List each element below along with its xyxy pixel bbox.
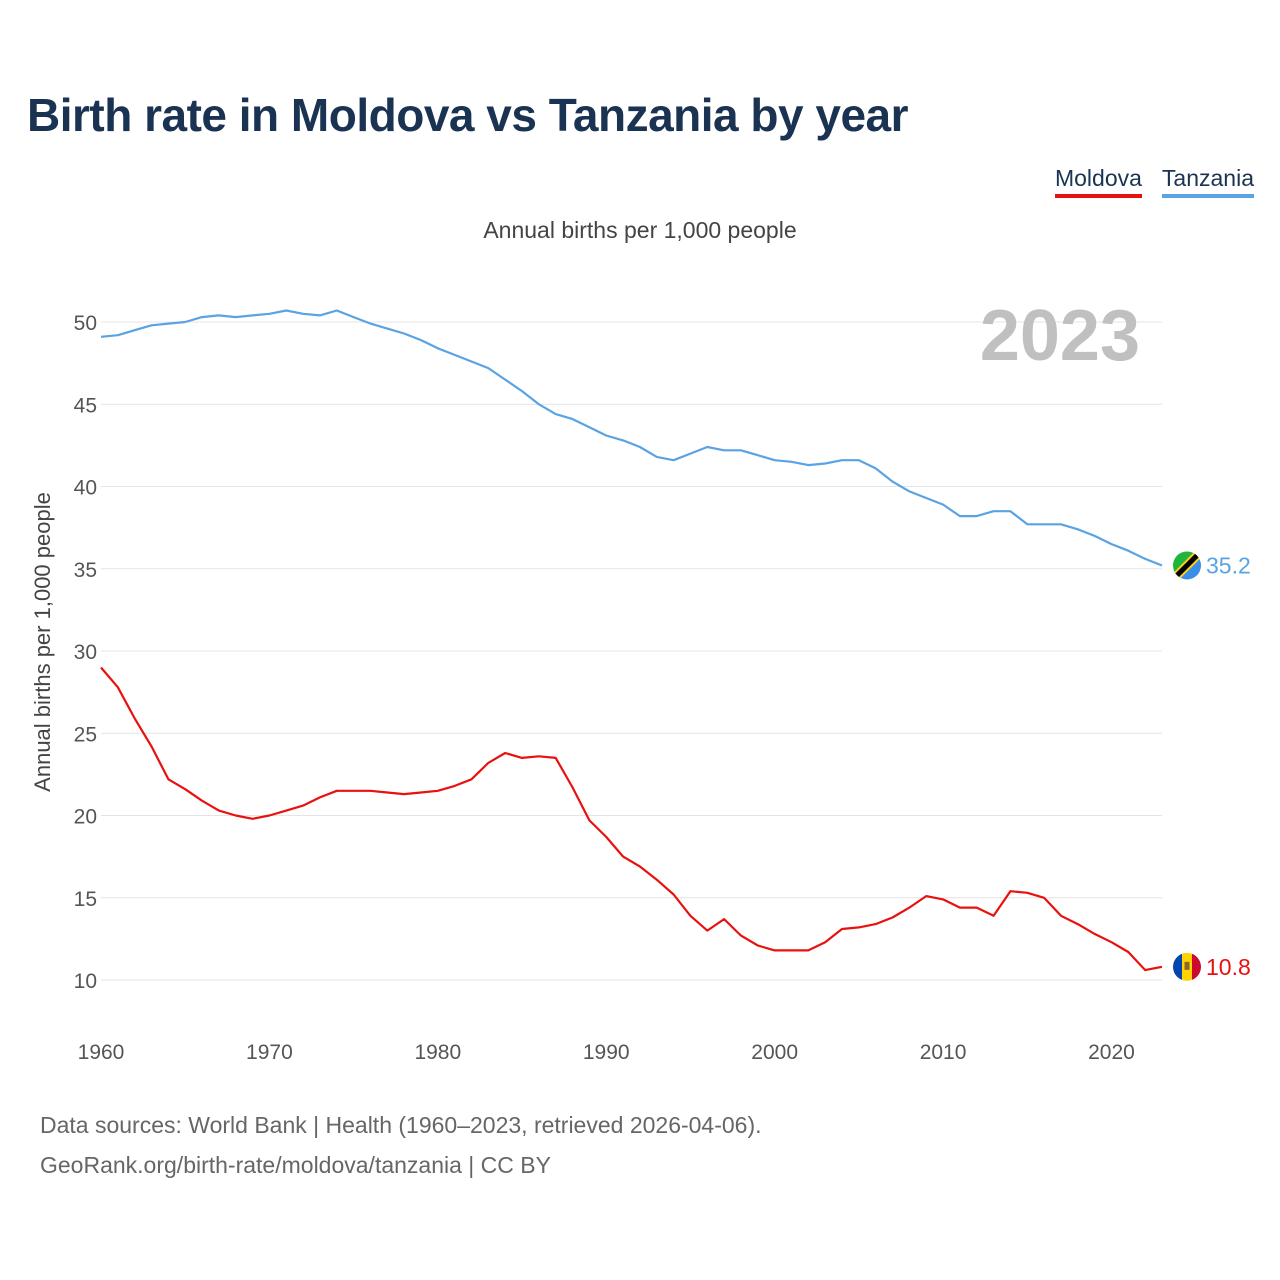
grid-lines <box>101 321 1162 981</box>
series-lines <box>100 309 1163 972</box>
x-tick-label: 1960 <box>78 1041 125 1064</box>
x-tick-label: 1980 <box>414 1041 461 1064</box>
flag-icon-tanzania <box>1173 551 1201 580</box>
y-tick-label: 15 <box>74 888 97 911</box>
y-tick-label: 25 <box>74 723 97 746</box>
x-tick-label: 2000 <box>751 1041 798 1064</box>
series-line-moldova <box>100 666 1163 972</box>
series-line-tanzania <box>100 309 1163 567</box>
x-axis-ticks: 1960 1970 1980 1990 2000 2010 2020 <box>78 1041 1135 1064</box>
y-tick-label: 20 <box>74 806 97 829</box>
y-tick-label: 40 <box>74 477 97 500</box>
y-tick-label: 35 <box>74 559 97 582</box>
legend-item-moldova[interactable]: Moldova <box>1054 165 1142 198</box>
y-axis-ticks: 10 15 20 25 30 35 40 45 50 <box>74 312 97 993</box>
footer-link[interactable]: GeoRank.org/birth-rate/moldova/tanzania … <box>40 1152 551 1178</box>
end-value-label-moldova: 10.8 <box>1206 954 1251 980</box>
y-tick-label: 30 <box>74 641 97 664</box>
footer-sources: Data sources: World Bank | Health (1960–… <box>40 1112 762 1138</box>
line-chart: 10 15 20 25 30 35 40 45 50 1960 1970 1980 1990 2000 2… <box>30 296 1251 1064</box>
year-watermark: 2023 <box>980 296 1140 376</box>
end-markers: 35.2 10.8 <box>1173 551 1251 981</box>
legend-item-tanzania[interactable]: Tanzania <box>1161 165 1254 198</box>
flag-icon-moldova <box>1173 952 1201 981</box>
chart-title: Birth rate in Moldova vs Tanzania by yea… <box>27 89 909 141</box>
end-value-label-tanzania: 35.2 <box>1206 552 1251 578</box>
legend: Moldova Tanzania <box>1054 165 1254 198</box>
y-axis-label: Annual births per 1,000 people <box>30 492 55 792</box>
y-tick-label: 10 <box>74 970 97 993</box>
x-tick-label: 1990 <box>583 1041 630 1064</box>
footer: Data sources: World Bank | Health (1960–… <box>40 1105 762 1185</box>
x-tick-label: 2020 <box>1088 1041 1135 1064</box>
x-tick-label: 2010 <box>920 1041 967 1064</box>
y-tick-label: 45 <box>74 394 97 417</box>
x-tick-label: 1970 <box>246 1041 293 1064</box>
y-tick-label: 50 <box>74 312 97 335</box>
chart-subtitle: Annual births per 1,000 people <box>483 217 797 243</box>
